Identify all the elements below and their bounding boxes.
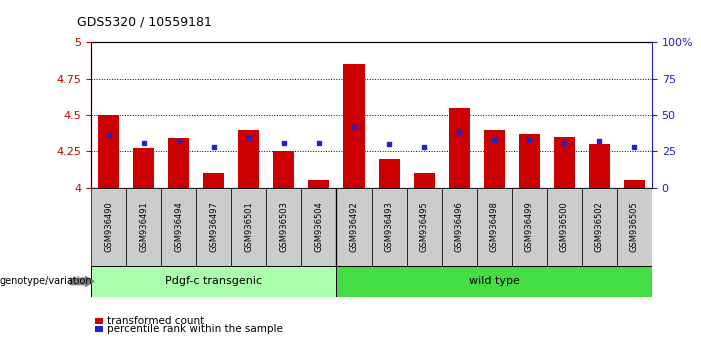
- Bar: [238, 130, 259, 188]
- Text: GSM936494: GSM936494: [175, 201, 183, 252]
- Bar: [407, 188, 442, 266]
- Text: GSM936491: GSM936491: [139, 201, 148, 252]
- Bar: [133, 148, 154, 188]
- Bar: [273, 152, 294, 188]
- Bar: [477, 188, 512, 266]
- Bar: [231, 188, 266, 266]
- Bar: [372, 188, 407, 266]
- Text: GSM936493: GSM936493: [385, 201, 393, 252]
- Bar: [484, 130, 505, 188]
- Text: GSM936502: GSM936502: [595, 201, 604, 252]
- Text: GSM936496: GSM936496: [455, 201, 463, 252]
- Bar: [624, 181, 645, 188]
- Text: GSM936490: GSM936490: [104, 201, 113, 252]
- Bar: [168, 138, 189, 188]
- Text: GSM936497: GSM936497: [210, 201, 218, 252]
- Bar: [589, 144, 610, 188]
- Bar: [266, 188, 301, 266]
- Bar: [582, 188, 617, 266]
- Text: GSM936492: GSM936492: [350, 201, 358, 252]
- Text: GSM936504: GSM936504: [315, 201, 323, 252]
- Bar: [196, 188, 231, 266]
- Text: transformed count: transformed count: [107, 316, 204, 326]
- Text: percentile rank within the sample: percentile rank within the sample: [107, 324, 283, 334]
- Bar: [519, 134, 540, 188]
- Bar: [126, 188, 161, 266]
- Text: GSM936503: GSM936503: [280, 201, 288, 252]
- Bar: [343, 64, 365, 188]
- Bar: [161, 188, 196, 266]
- Text: Pdgf-c transgenic: Pdgf-c transgenic: [165, 276, 262, 286]
- Bar: [442, 188, 477, 266]
- Text: GSM936499: GSM936499: [525, 201, 533, 252]
- Bar: [308, 181, 329, 188]
- Bar: [91, 188, 126, 266]
- Bar: [547, 188, 582, 266]
- Bar: [336, 266, 652, 297]
- Bar: [91, 266, 336, 297]
- Text: wild type: wild type: [469, 276, 519, 286]
- Text: GSM936495: GSM936495: [420, 201, 428, 252]
- Bar: [414, 173, 435, 188]
- Bar: [98, 115, 119, 188]
- Bar: [449, 108, 470, 188]
- Text: GSM936505: GSM936505: [630, 201, 639, 252]
- Bar: [336, 188, 372, 266]
- Bar: [203, 173, 224, 188]
- Bar: [554, 137, 575, 188]
- Text: GSM936498: GSM936498: [490, 201, 498, 252]
- Text: GSM936501: GSM936501: [245, 201, 253, 252]
- Bar: [301, 188, 336, 266]
- Bar: [512, 188, 547, 266]
- Bar: [617, 188, 652, 266]
- Text: GDS5320 / 10559181: GDS5320 / 10559181: [77, 15, 212, 28]
- Bar: [379, 159, 400, 188]
- Text: GSM936500: GSM936500: [560, 201, 569, 252]
- Text: genotype/variation: genotype/variation: [0, 276, 93, 286]
